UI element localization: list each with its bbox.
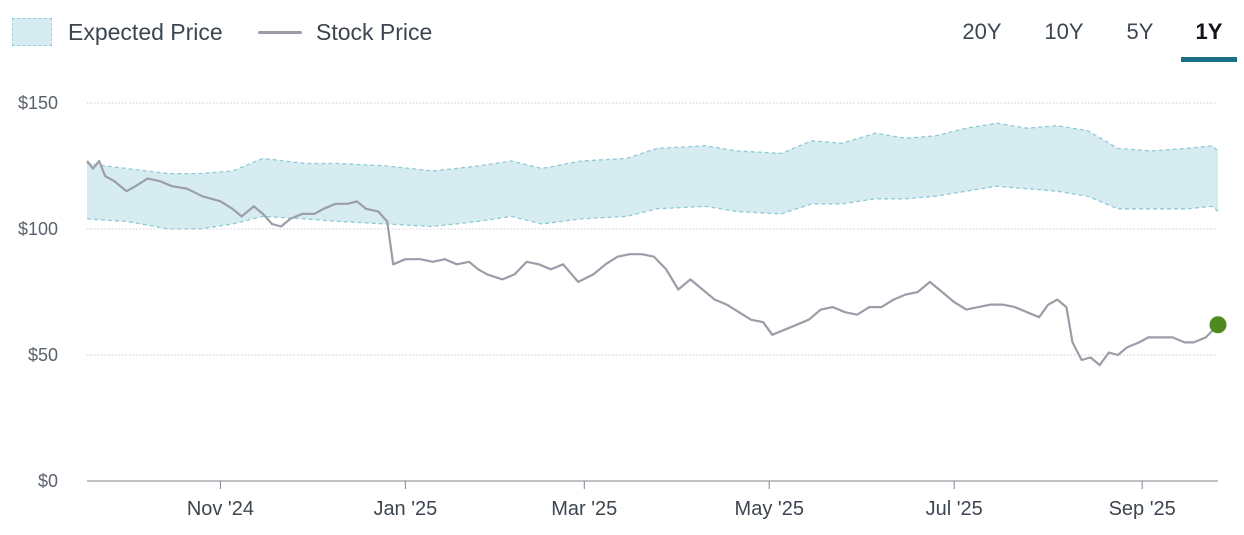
x-tick-label-5: Sep '25 [1109, 498, 1176, 520]
legend-stock-label: Stock Price [316, 18, 433, 45]
expected-price-lower-edge [86, 185, 1219, 230]
y-tick-label-0: $0 [38, 471, 58, 491]
tab-1y[interactable]: 1Y [1195, 19, 1223, 44]
x-tick-label-0: Nov '24 [187, 498, 254, 520]
stock-price-line-layer [86, 159, 1227, 367]
grid-layer [87, 102, 1218, 356]
axis-layer: $0 $50 $100 $150 Nov '24 Jan '25 Mar '25 May '2… [18, 93, 1218, 520]
x-tick-label-4: Jul '25 [926, 498, 983, 520]
expected-price-swatch [12, 18, 52, 46]
stock-price-last-point [1209, 316, 1227, 334]
expected-price-band [87, 123, 1218, 229]
stock-price-line [86, 159, 1219, 367]
x-tick-label-2: Mar '25 [551, 498, 617, 520]
x-tick-label-3: May '25 [735, 498, 804, 520]
legend-expected-label: Expected Price [68, 18, 223, 45]
y-tick-label-1: $50 [28, 345, 58, 365]
active-tab-indicator [1181, 57, 1237, 62]
tab-10y[interactable]: 10Y [1044, 19, 1084, 44]
x-tick-label-1: Jan '25 [373, 498, 437, 520]
legend-stock-price[interactable]: Stock Price [258, 16, 432, 48]
chart-header: Expected Price Stock Price 20Y 10Y 5Y 1Y [0, 0, 1244, 70]
y-tick-label-3: $150 [18, 93, 58, 113]
y-tick-label-2: $100 [18, 219, 58, 239]
legend-expected-price[interactable]: Expected Price [12, 16, 223, 48]
tab-5y[interactable]: 5Y [1126, 19, 1154, 44]
tab-20y[interactable]: 20Y [962, 19, 1002, 44]
expected-price-band-layer [86, 122, 1219, 230]
stock-price-swatch [258, 30, 302, 34]
